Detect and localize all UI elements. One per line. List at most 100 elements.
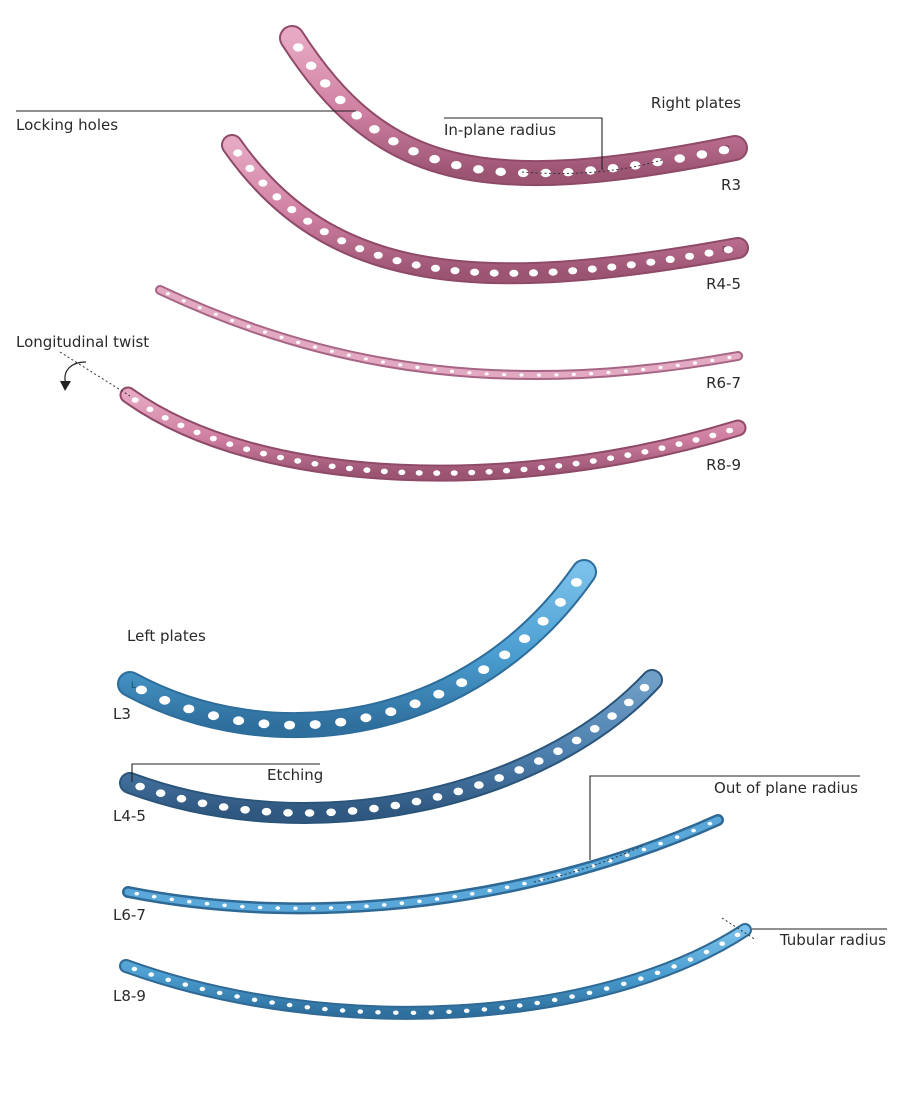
locking-holes — [134, 821, 713, 911]
locking-hole — [355, 245, 365, 253]
locking-hole — [723, 246, 733, 254]
locking-hole — [696, 150, 708, 159]
locking-hole — [514, 766, 524, 774]
locking-hole — [328, 463, 336, 470]
locking-hole — [432, 367, 437, 372]
locking-hole — [495, 167, 507, 176]
locking-hole — [398, 363, 403, 367]
locking-hole — [562, 168, 574, 177]
locking-hole — [284, 720, 296, 730]
locking-hole — [311, 906, 316, 911]
locking-hole — [346, 905, 352, 909]
locking-hole — [719, 941, 725, 946]
left-plates-label: Left plates — [127, 627, 206, 645]
locking-hole — [554, 373, 559, 377]
locking-hole — [499, 1005, 505, 1010]
locking-hole — [182, 982, 189, 987]
plate-label-r3: R3 — [721, 176, 741, 194]
locking-hole — [691, 828, 696, 833]
locking-hole — [638, 976, 644, 981]
locking-hole — [373, 251, 383, 259]
locking-hole — [623, 369, 628, 373]
locking-hole — [450, 369, 454, 373]
locking-hole — [630, 161, 641, 170]
locking-hole — [335, 95, 346, 105]
locking-hole — [658, 841, 663, 846]
right-plates-group: R R — [119, 25, 749, 482]
locking-hole — [311, 461, 319, 467]
in-plane-radius-label: In-plane radius — [444, 121, 556, 139]
locking-hole — [233, 716, 245, 726]
locking-hole — [517, 168, 529, 178]
locking-holes — [135, 683, 650, 817]
locking-hole — [287, 206, 297, 214]
plate-label-l6-7: L6-7 — [113, 906, 146, 924]
locking-hole — [176, 794, 187, 803]
locking-hole — [428, 1010, 435, 1015]
locking-hole — [652, 157, 663, 167]
locking-hole — [199, 986, 206, 992]
locking-hole — [585, 166, 596, 175]
plate-l6-7 — [122, 814, 724, 915]
locking-hole — [707, 821, 713, 826]
locking-hole — [243, 446, 251, 453]
locking-hole — [408, 147, 419, 156]
plate-label-r6-7: R6-7 — [706, 374, 741, 392]
locking-hole — [504, 885, 510, 890]
plate-label-l3: L3 — [113, 705, 131, 723]
locking-hole — [169, 897, 174, 902]
locking-hole — [641, 449, 649, 455]
locking-hole — [710, 358, 715, 362]
locking-hole — [621, 981, 627, 986]
locking-hole — [572, 460, 580, 467]
locking-hole — [534, 757, 544, 765]
locking-hole — [590, 864, 596, 868]
locking-hole — [478, 665, 490, 674]
locking-hole — [456, 678, 468, 688]
locking-hole — [429, 155, 440, 164]
locking-hole — [520, 466, 528, 473]
locking-hole — [135, 685, 147, 695]
locking-hole — [555, 597, 566, 607]
locking-hole — [674, 154, 685, 163]
locking-hole — [658, 445, 666, 451]
locking-hole — [553, 747, 563, 755]
locking-hole — [209, 435, 217, 442]
locking-hole — [260, 450, 267, 457]
locking-hole — [726, 427, 734, 434]
locking-hole — [415, 365, 420, 369]
locking-hole — [303, 217, 313, 225]
locking-hole — [675, 441, 683, 447]
plate-l8-9 — [119, 923, 752, 1020]
locking-hole — [313, 345, 317, 349]
locking-hole — [607, 164, 619, 173]
locking-hole — [208, 711, 219, 721]
locking-hole — [586, 990, 593, 995]
plate-label-l8-9: L8-9 — [113, 987, 146, 1005]
locking-hole — [529, 269, 538, 277]
locking-hole — [411, 797, 422, 806]
locking-hole — [539, 877, 544, 882]
locking-hole — [485, 469, 493, 475]
locking-hole — [240, 806, 250, 814]
plate-label-r4-5: R4-5 — [706, 275, 741, 293]
locking-hole — [257, 905, 263, 910]
locking-hole — [197, 799, 208, 808]
locking-hole — [548, 268, 558, 276]
locking-hole — [393, 1010, 399, 1015]
locking-hole — [607, 263, 617, 271]
locking-hole — [245, 164, 255, 172]
locking-hole — [197, 306, 202, 310]
locking-hole — [473, 165, 484, 174]
locking-hole — [450, 470, 458, 476]
locking-hole — [624, 853, 630, 858]
locking-hole — [411, 261, 421, 269]
locking-hole — [263, 330, 267, 334]
locking-hole — [381, 360, 385, 364]
locking-hole — [337, 237, 347, 245]
locking-hole — [499, 650, 511, 660]
locking-hole — [279, 335, 284, 339]
locking-hole — [415, 470, 423, 476]
locking-hole — [187, 899, 192, 904]
locking-hole — [131, 397, 139, 403]
